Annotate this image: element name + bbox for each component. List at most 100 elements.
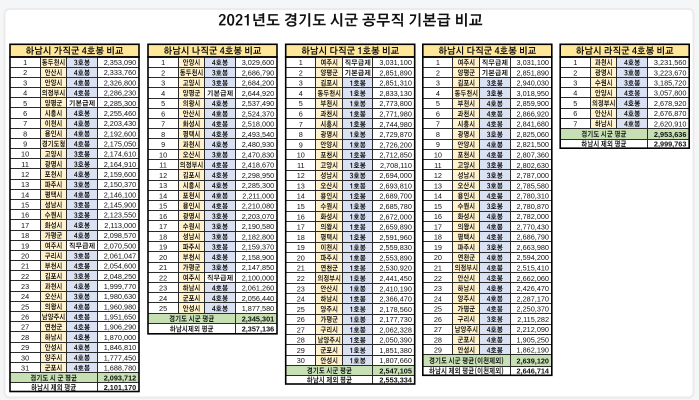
- svg-text:2,147,850: 2,147,850: [242, 263, 274, 272]
- svg-text:2,859,900: 2,859,900: [517, 99, 549, 108]
- svg-text:2,770,430: 2,770,430: [517, 222, 549, 231]
- svg-text:23: 23: [159, 284, 167, 293]
- svg-text:9: 9: [299, 140, 303, 149]
- svg-text:2,203,430: 2,203,430: [104, 119, 136, 128]
- svg-text:2,054,600: 2,054,600: [104, 262, 136, 271]
- svg-text:17: 17: [159, 222, 167, 231]
- svg-text:2,115,282: 2,115,282: [517, 315, 549, 324]
- svg-text:2,659,890: 2,659,890: [379, 223, 411, 232]
- svg-text:2,851,890: 2,851,890: [517, 68, 549, 77]
- svg-text:2,164,910: 2,164,910: [104, 160, 136, 169]
- svg-text:3: 3: [573, 78, 577, 87]
- svg-text:2,093,712: 2,093,712: [104, 374, 136, 383]
- svg-text:3: 3: [436, 79, 440, 88]
- svg-text:2,559,830: 2,559,830: [379, 243, 411, 252]
- svg-text:6: 6: [436, 109, 440, 118]
- svg-text:4: 4: [23, 89, 27, 98]
- svg-text:3,057,800: 3,057,800: [654, 89, 686, 98]
- svg-text:2,493,540: 2,493,540: [242, 130, 274, 139]
- svg-text:2,678,920: 2,678,920: [654, 99, 686, 108]
- svg-text:2,061,047: 2,061,047: [104, 251, 136, 260]
- svg-text:1,851,380: 1,851,380: [379, 346, 411, 355]
- svg-text:25: 25: [434, 305, 442, 314]
- svg-text:4: 4: [573, 89, 577, 98]
- svg-text:2,782,000: 2,782,000: [517, 212, 549, 221]
- svg-text:2,175,050: 2,175,050: [104, 139, 136, 148]
- svg-text:2,182,800: 2,182,800: [242, 232, 274, 241]
- svg-text:2,663,980: 2,663,980: [517, 243, 549, 252]
- svg-text:2,285,300: 2,285,300: [242, 181, 274, 190]
- svg-text:20: 20: [21, 251, 29, 260]
- svg-text:2,684,200: 2,684,200: [242, 79, 274, 88]
- svg-text:11: 11: [297, 161, 305, 170]
- svg-text:12: 12: [21, 170, 29, 179]
- svg-text:17: 17: [297, 223, 305, 232]
- svg-text:2,685,780: 2,685,780: [379, 202, 411, 211]
- svg-text:27: 27: [21, 323, 29, 332]
- svg-text:23: 23: [434, 284, 442, 293]
- svg-text:2,646,714: 2,646,714: [517, 367, 550, 376]
- svg-text:2,333,760: 2,333,760: [104, 68, 136, 77]
- svg-text:2,062,328: 2,062,328: [379, 325, 411, 334]
- svg-text:2,780,310: 2,780,310: [517, 192, 549, 201]
- svg-text:2,178,560: 2,178,560: [379, 305, 411, 314]
- svg-text:23: 23: [21, 282, 29, 291]
- svg-text:2,712,850: 2,712,850: [379, 151, 411, 160]
- svg-text:26: 26: [297, 315, 305, 324]
- svg-text:9: 9: [161, 140, 165, 149]
- svg-text:2,286,230: 2,286,230: [104, 89, 136, 98]
- svg-text:2,841,680: 2,841,680: [517, 120, 549, 129]
- svg-text:2,771,980: 2,771,980: [379, 109, 411, 118]
- svg-text:13: 13: [297, 181, 305, 190]
- svg-text:18: 18: [297, 233, 305, 242]
- svg-text:20: 20: [297, 253, 305, 262]
- svg-text:3,031,100: 3,031,100: [379, 58, 411, 67]
- svg-text:7: 7: [573, 119, 577, 128]
- svg-text:29: 29: [434, 346, 442, 355]
- svg-text:13: 13: [434, 181, 442, 190]
- svg-text:2,192,600: 2,192,600: [104, 129, 136, 138]
- svg-text:16: 16: [159, 212, 167, 221]
- svg-text:8: 8: [23, 129, 27, 138]
- svg-text:16: 16: [297, 212, 305, 221]
- svg-text:5: 5: [161, 99, 165, 108]
- svg-text:19: 19: [297, 243, 305, 252]
- svg-text:6: 6: [573, 109, 577, 118]
- svg-text:1,980,630: 1,980,630: [104, 292, 136, 301]
- svg-text:2,159,370: 2,159,370: [242, 243, 274, 252]
- svg-text:5: 5: [23, 99, 27, 108]
- svg-text:2,145,900: 2,145,900: [104, 201, 136, 210]
- svg-text:2,048,250: 2,048,250: [104, 272, 136, 281]
- svg-text:2,098,570: 2,098,570: [104, 231, 136, 240]
- svg-text:2,211,000: 2,211,000: [242, 191, 274, 200]
- svg-text:17: 17: [21, 221, 29, 230]
- svg-text:2,708,110: 2,708,110: [380, 161, 412, 170]
- svg-text:3: 3: [161, 79, 165, 88]
- svg-text:2,123,550: 2,123,550: [104, 211, 136, 220]
- svg-text:10: 10: [297, 151, 305, 160]
- svg-text:18: 18: [159, 232, 167, 241]
- svg-text:8: 8: [161, 130, 165, 139]
- svg-text:21: 21: [297, 264, 305, 273]
- svg-text:2,255,460: 2,255,460: [104, 109, 136, 118]
- svg-text:15: 15: [21, 201, 29, 210]
- svg-text:10: 10: [434, 151, 442, 160]
- svg-text:7: 7: [299, 120, 303, 129]
- svg-text:2,357,136: 2,357,136: [242, 325, 274, 334]
- svg-text:14: 14: [21, 190, 29, 199]
- svg-text:3,185,720: 3,185,720: [654, 78, 686, 87]
- svg-text:1,877,580: 1,877,580: [242, 304, 274, 313]
- svg-text:2,802,630: 2,802,630: [517, 161, 549, 170]
- svg-text:1,999,770: 1,999,770: [104, 282, 136, 291]
- svg-text:1,951,650: 1,951,650: [104, 313, 136, 322]
- svg-text:2,744,980: 2,744,980: [379, 120, 411, 129]
- svg-text:3,031,100: 3,031,100: [517, 58, 549, 67]
- svg-text:26: 26: [21, 313, 29, 322]
- svg-text:2,644,920: 2,644,920: [242, 89, 274, 98]
- svg-text:1: 1: [161, 58, 165, 67]
- svg-text:1,807,660: 1,807,660: [379, 356, 411, 365]
- svg-text:7: 7: [23, 119, 27, 128]
- svg-text:15: 15: [434, 202, 442, 211]
- svg-text:4: 4: [299, 89, 303, 98]
- svg-text:1,905,250: 1,905,250: [517, 335, 549, 344]
